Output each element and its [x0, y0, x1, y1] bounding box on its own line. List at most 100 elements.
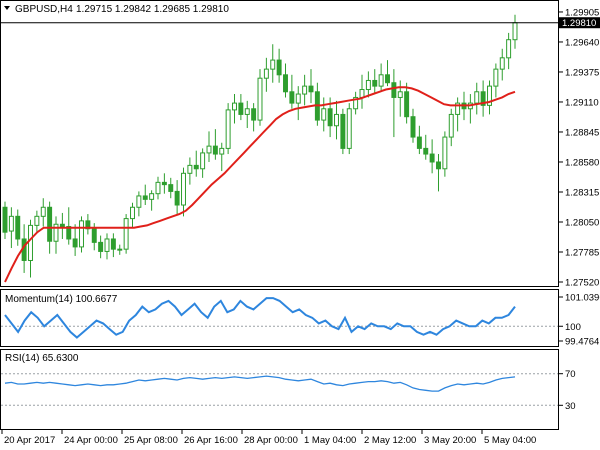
momentum-axis: 101.0396 100 99.4764 — [559, 293, 600, 348]
price-tick-label: 1.29640 — [565, 37, 599, 48]
time-axis: 20 Apr 2017 24 Apr 00:00 25 Apr 08:00 26 Ap… — [1, 430, 536, 446]
candle-body-bullish — [104, 238, 110, 252]
candle-body-bearish — [142, 195, 148, 200]
candle-body-bullish — [117, 248, 123, 251]
candle-body-bearish — [289, 91, 295, 104]
candle-body-bullish — [270, 59, 276, 70]
time-tick-label: 28 Apr 00:00 — [244, 435, 298, 446]
time-tick-label: 2 May 12:00 — [364, 435, 416, 446]
candle-body-bearish — [168, 184, 174, 192]
candle-body-bullish — [455, 102, 461, 115]
candle-body-bearish — [340, 113, 346, 149]
candle-body-bullish — [200, 152, 206, 170]
price-tick-label: 1.29905 — [565, 7, 599, 18]
price-tick-label: 1.28315 — [565, 187, 599, 198]
ma-line — [4, 86, 516, 283]
symbol-label: GBPUSD,H4 — [15, 4, 73, 15]
candle-body-bullish — [334, 113, 339, 127]
candle-body-bearish — [72, 238, 78, 248]
candle-body-bullish — [512, 22, 518, 41]
momentum-line — [1, 297, 558, 339]
candle-body-bullish — [28, 224, 33, 261]
candle-body-bearish — [59, 223, 65, 228]
candle-body-bearish — [174, 190, 180, 206]
candle-body-bullish — [346, 108, 352, 149]
candle-body-bullish — [225, 109, 231, 149]
candle-body-bullish — [499, 57, 505, 70]
time-tick-label: 26 Apr 16:00 — [184, 435, 238, 446]
time-tick-label: 1 May 04:00 — [304, 435, 356, 446]
price-tick-label: 1.29110 — [565, 97, 599, 108]
candle-body-bullish — [219, 147, 225, 155]
candles — [2, 14, 518, 278]
momentum-tick-label: 101.0396 — [565, 293, 600, 304]
rsi-line — [4, 375, 516, 392]
current-price-tag-label: 1.29810 — [562, 18, 596, 29]
candle-body-bullish — [302, 85, 308, 95]
time-tick-label: 5 May 04:00 — [484, 435, 536, 446]
candle-body-bullish — [149, 193, 155, 200]
dropdown-triangle-icon[interactable] — [4, 6, 10, 10]
candle-body-bearish — [385, 74, 390, 84]
price-tick-label: 1.28845 — [565, 127, 599, 138]
candle-body-bullish — [359, 89, 365, 98]
candle-body-bullish — [397, 91, 403, 98]
rsi-series — [4, 375, 516, 392]
candle-body-bullish — [155, 181, 161, 195]
current-price-tag — [559, 17, 600, 29]
candle-body-bullish — [474, 91, 480, 104]
candle-body-bearish — [372, 79, 378, 87]
candle-body-bearish — [308, 85, 314, 93]
candle-body-bearish — [161, 181, 167, 186]
candle-body-bullish — [181, 172, 186, 206]
candle-body-bullish — [448, 113, 454, 138]
candle-body-bullish — [8, 215, 14, 232]
candle-body-bearish — [283, 74, 288, 93]
rsi-label: RSI(14) 65.6300 — [5, 353, 79, 364]
candle-body-bearish — [436, 161, 441, 170]
candle-body-bearish — [391, 82, 397, 98]
price-tick-label: 1.28580 — [565, 157, 599, 168]
time-tick-label: 24 Apr 00:00 — [64, 435, 118, 446]
candle-body-bullish — [506, 39, 512, 59]
candle-body-bearish — [47, 206, 53, 242]
price-tick-label: 1.29375 — [565, 67, 599, 78]
price-tick-label: 1.28050 — [565, 217, 599, 228]
candle-body-bullish — [79, 220, 84, 248]
momentum-series — [4, 297, 516, 339]
candle-body-bullish — [365, 79, 371, 91]
time-tick-label: 25 Apr 08:00 — [124, 435, 178, 446]
candle-body-bearish — [276, 59, 282, 76]
candle-body-bearish — [429, 153, 435, 163]
candle-body-bullish — [378, 74, 384, 87]
candle-body-bullish — [187, 164, 193, 174]
candle-body-bearish — [410, 116, 416, 138]
momentum-panel-frame — [0, 289, 559, 347]
candle-body-bearish — [416, 136, 422, 149]
momentum-label: Momentum(14) 100.6677 — [5, 294, 118, 305]
candle-body-bullish — [321, 108, 327, 121]
candle-body-bullish — [40, 206, 46, 217]
moving-average — [4, 86, 516, 283]
candle-body-bearish — [193, 164, 199, 170]
price-axis: 1.29905 1.29640 1.29375 1.29110 1.28845 1.285… — [559, 7, 599, 289]
candle-body-bearish — [85, 220, 91, 230]
candle-body-bearish — [480, 91, 486, 106]
candle-body-bullish — [257, 77, 263, 121]
candle-body-bullish — [53, 223, 59, 242]
candle-body-bearish — [2, 206, 8, 233]
rsi-tick-label: 30 — [565, 401, 576, 412]
candle-body-bearish — [327, 108, 333, 127]
price-tick-label: 1.27785 — [565, 247, 599, 258]
price-tick-label: 1.27520 — [565, 278, 599, 289]
candle-body-bullish — [34, 215, 40, 226]
candle-body-bullish — [136, 195, 142, 208]
candle-body-bearish — [212, 145, 218, 155]
momentum-tick-label: 99.4764 — [565, 337, 599, 348]
candle-body-bullish — [442, 136, 448, 170]
candle-body-bearish — [110, 238, 116, 250]
time-tick-label: 20 Apr 2017 — [4, 435, 55, 446]
candle-body-bullish — [487, 85, 492, 106]
